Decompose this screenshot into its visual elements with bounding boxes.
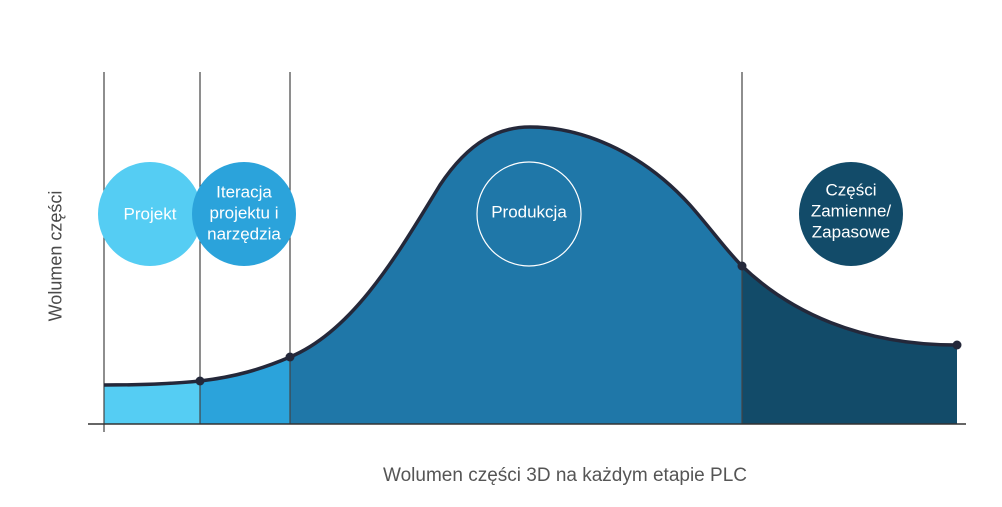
curve-point-1 bbox=[195, 376, 205, 386]
stage-label-czesci-zamienne: Części Zamienne/ Zapasowe bbox=[810, 180, 892, 242]
curve-point-2 bbox=[285, 352, 295, 362]
curve-point-3 bbox=[737, 261, 747, 271]
stage-circle-projekt bbox=[98, 162, 202, 266]
x-axis-label: Wolumen części 3D na każdym etapie PLC bbox=[383, 465, 747, 486]
y-axis-label: Wolumen części bbox=[45, 190, 66, 322]
stage-area-produkcja bbox=[290, 127, 742, 424]
stage-area-projekt bbox=[104, 381, 200, 424]
stage-circle-czesci-zamienne bbox=[799, 162, 903, 266]
stage-label-produkcja: Produkcja bbox=[491, 202, 567, 222]
stage-label-iteracja: Iteracja projektu i narzędzia bbox=[207, 182, 281, 244]
stage-area-iteracja bbox=[200, 357, 290, 424]
curve-point-4 bbox=[952, 340, 962, 350]
stage-area-czesci-zamienne bbox=[742, 266, 957, 424]
stage-label-projekt: Projekt bbox=[123, 204, 177, 224]
stage-circle-iteracja bbox=[192, 162, 296, 266]
stage-circle-produkcja bbox=[476, 161, 582, 267]
